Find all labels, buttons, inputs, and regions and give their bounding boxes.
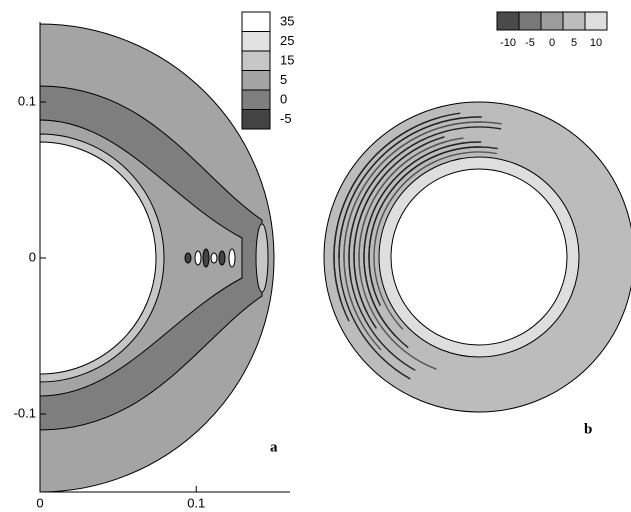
contour-line [338,116,482,259]
colorbar-label: -5 [280,111,292,126]
contour-line [358,137,464,277]
contour-line [343,121,503,351]
contour-line [363,141,482,349]
contour-band [255,223,269,293]
colorbar-box [241,31,271,52]
colorbar-label: -5 [525,37,535,49]
colorbar-box [241,11,271,32]
colorbar-label: 5 [280,72,287,87]
colorbar-label: 35 [280,13,294,28]
colorbar-box [241,109,271,130]
colorbar-label: 25 [280,33,294,48]
contour-band [390,168,568,346]
colorbar-box [241,89,271,110]
y-tick-label: 0.1 [18,93,36,108]
panel-b: -10 -5 0 5 10 b [323,11,631,437]
contour-line [333,112,461,322]
panel-label: b [584,421,592,437]
colorbar-box [518,11,542,31]
contour-line [353,136,445,329]
contour-band [184,252,192,264]
panel-a: -0.1 0 0.1 0 0.1 35 25 15 5 0 -5 a [14,11,294,510]
contour-band [39,141,157,375]
x-tick-label: 0 [36,495,43,510]
colorbar-box [241,50,271,71]
contour-band [202,248,210,268]
colorbar-box [584,11,608,31]
colorbar-label: 0 [549,37,555,49]
contour-line [373,160,436,330]
contour-band [228,248,236,268]
colorbar-box [562,11,586,31]
colorbar-label: -10 [500,37,516,49]
colorbar-box [241,70,271,91]
colorbar-box [540,11,564,31]
colorbar-label: 10 [590,37,602,49]
y-tick-label: 0 [29,249,36,264]
panel-label: a [270,439,278,455]
contour-band [218,250,226,266]
contour-line [348,138,426,371]
x-tick-label: 0.1 [187,495,205,510]
y-tick-label: -0.1 [14,405,36,420]
colorbar-box [496,11,520,31]
contour-line [368,146,498,306]
colorbar-label: 0 [280,91,287,106]
colorbar-label: 15 [280,52,294,67]
colorbar-label: 5 [571,37,577,49]
contour-band [210,252,218,264]
contour-band [194,250,202,266]
